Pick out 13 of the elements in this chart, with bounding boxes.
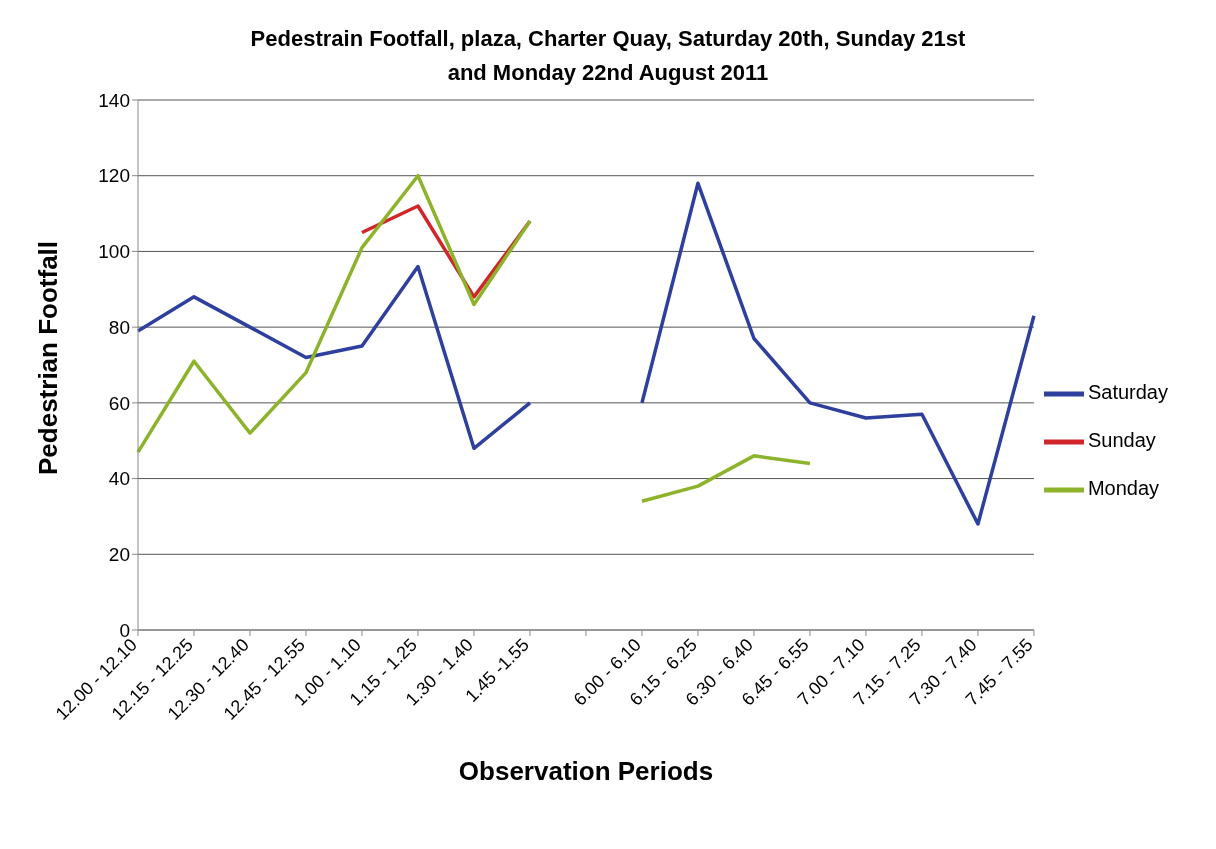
y-tick-label: 60 xyxy=(108,392,130,414)
x-axis-title: Observation Periods xyxy=(458,756,714,786)
y-tick-label: 100 xyxy=(98,241,130,263)
y-tick-label: 40 xyxy=(108,468,130,490)
y-axis-title: Pedestrian Footfall xyxy=(33,240,64,475)
legend-label: Saturday xyxy=(1087,381,1168,403)
legend-label: Monday xyxy=(1087,477,1160,499)
y-tick-label: 80 xyxy=(108,316,130,338)
y-tick-label: 140 xyxy=(98,89,130,111)
y-tick-label: 20 xyxy=(108,544,130,566)
legend-label: Sunday xyxy=(1087,429,1156,451)
y-tick-label: 120 xyxy=(98,165,130,187)
chart-title: Pedestrain Footfall, plaza, Charter Quay, Saturday 20th, Sunday 21st and Monday 22nd August 2011 xyxy=(249,25,967,87)
